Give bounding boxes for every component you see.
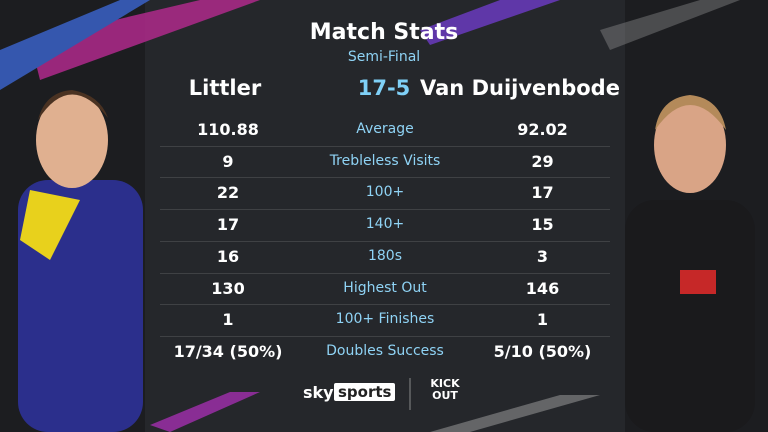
streak	[30, 0, 260, 80]
right-value: 15	[531, 215, 554, 235]
player-head	[36, 92, 108, 188]
right-value: 92.02	[517, 120, 568, 139]
streak	[430, 395, 600, 432]
partner-logo: KICK OUT	[424, 378, 466, 402]
brand-sports: sports	[334, 383, 396, 401]
stat-label: 180s	[367, 247, 402, 264]
row-separator	[160, 304, 610, 306]
streak	[150, 392, 260, 432]
stat-label: 100+ Finishes	[335, 311, 435, 328]
row-separator	[160, 335, 610, 337]
shirt-trim	[20, 190, 80, 260]
title: Match Stats	[309, 20, 459, 45]
score: 17-5	[357, 76, 411, 100]
partner-word: OUT	[432, 389, 458, 402]
left-value: 110.88	[197, 120, 259, 139]
left-value: 130	[211, 278, 245, 298]
streaks	[0, 0, 740, 432]
stat-label: Average	[356, 121, 414, 137]
right-value: 17	[531, 183, 554, 203]
right-value: 1	[536, 310, 549, 330]
stat-label: Highest Out	[343, 279, 427, 296]
player-hair	[655, 95, 726, 130]
brand-sky: sky	[303, 383, 334, 402]
right-value: 29	[531, 151, 554, 171]
left-value: 16	[216, 246, 240, 266]
streak	[420, 0, 560, 45]
subtitle: Semi-Final	[347, 49, 421, 65]
right-player	[625, 95, 755, 432]
center-panel	[145, 0, 625, 432]
right-value: 3	[536, 246, 549, 266]
row-separator	[160, 272, 610, 274]
left-value: 17	[216, 215, 240, 235]
left-value: 1	[222, 310, 234, 330]
player-hair	[38, 90, 108, 120]
stat-label: Trebleless Visits	[329, 152, 441, 169]
row-separator	[160, 240, 610, 242]
streak	[600, 0, 740, 50]
stat-label: 100+	[365, 184, 405, 201]
left-value: 17/34 (50%)	[173, 341, 283, 361]
row-separator	[160, 209, 610, 211]
right-value: 146	[525, 278, 560, 298]
shirt-badge	[680, 270, 716, 294]
player-left: Littler	[188, 76, 262, 100]
player-shirt	[625, 200, 755, 432]
right-value: 5/10 (50%)	[493, 341, 592, 361]
partner-word: KICK	[430, 377, 460, 390]
player-head	[654, 97, 726, 193]
stat-label: Doubles Success	[326, 342, 444, 359]
streak	[0, 0, 150, 90]
left-value: 22	[216, 183, 240, 203]
left-value: 9	[222, 151, 234, 171]
left-player	[18, 90, 143, 432]
row-separator	[160, 145, 610, 147]
stat-label: 140+	[365, 216, 405, 233]
player-right: Van Duijvenbode	[420, 76, 620, 100]
row-separator	[160, 177, 610, 179]
